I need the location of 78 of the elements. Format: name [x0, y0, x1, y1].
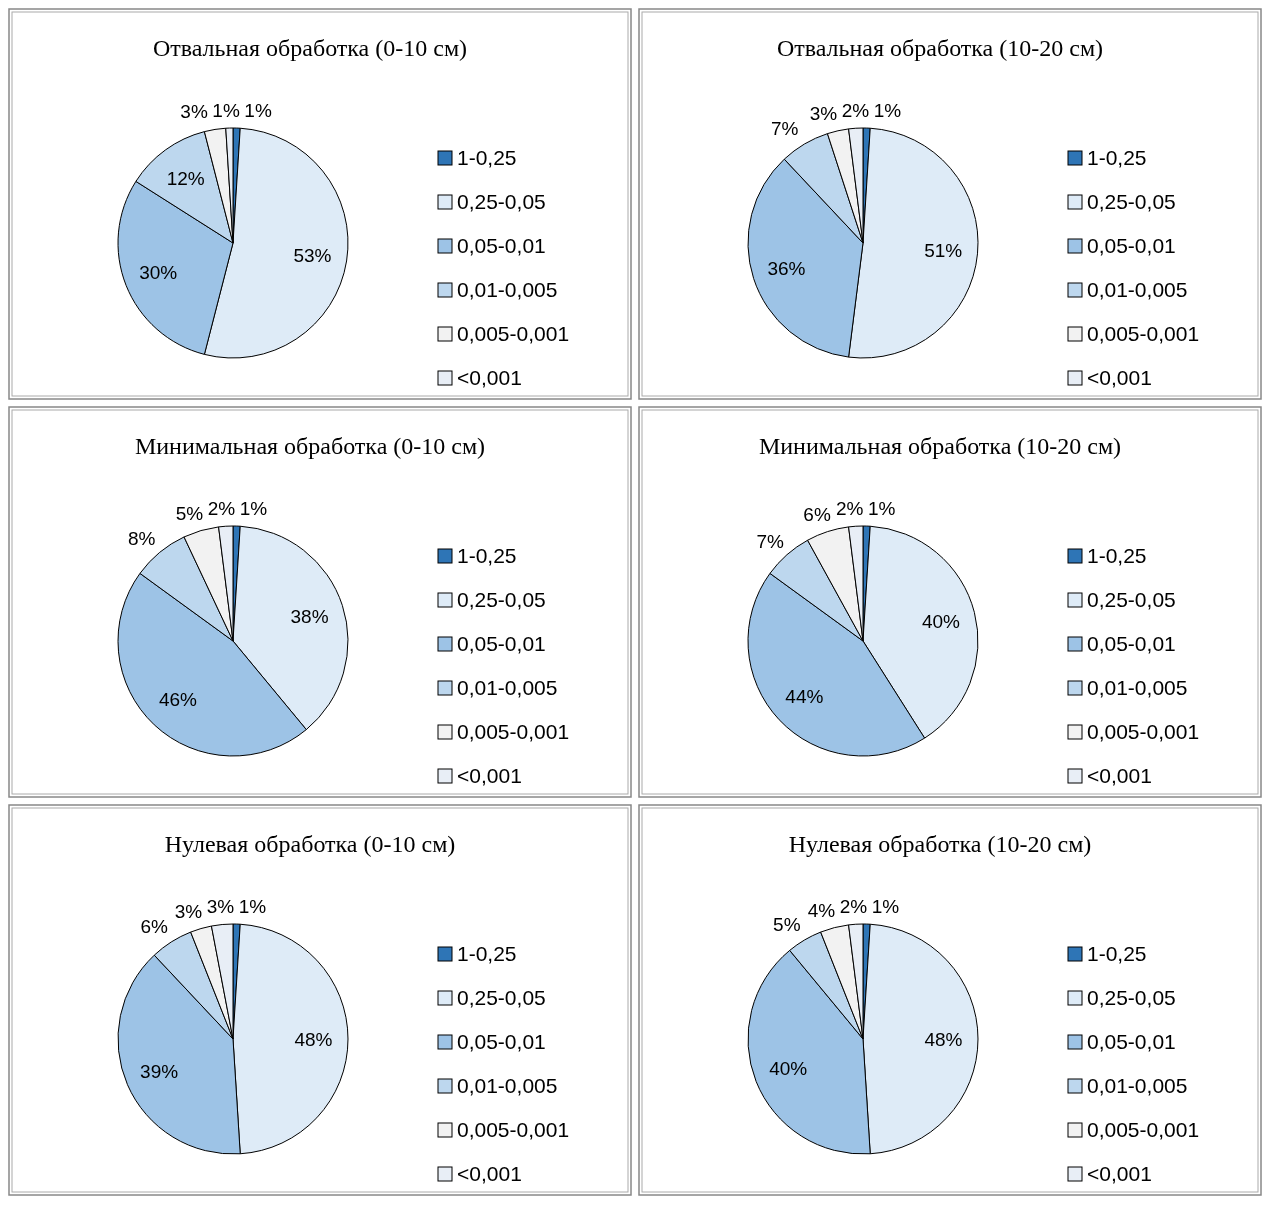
data-label: 2%	[841, 99, 870, 121]
data-label: 39%	[140, 1060, 179, 1082]
data-label: 2%	[207, 497, 236, 519]
data-label: 1%	[868, 497, 896, 519]
legend-label: 0,01-0,005	[457, 676, 558, 700]
legend-label: 1-0,25	[1087, 146, 1147, 170]
legend-label: 0,01-0,005	[1087, 1074, 1188, 1098]
data-label: 1%	[212, 99, 240, 121]
legend-label: <0,001	[457, 1162, 522, 1186]
data-label: 3%	[206, 896, 235, 918]
legend-label: 0,05-0,01	[1087, 632, 1176, 656]
legend-label: 0,005-0,001	[457, 1118, 570, 1142]
data-label: 4%	[807, 899, 836, 921]
data-label: 53%	[293, 245, 332, 267]
legend-label: 0,25-0,05	[457, 190, 546, 214]
legend-label: 1-0,25	[457, 146, 517, 170]
data-label: 1%	[871, 895, 900, 917]
data-label: 8%	[128, 528, 156, 550]
legend-label: 1-0,25	[1087, 544, 1147, 568]
legend-label: 0,05-0,01	[457, 1030, 546, 1054]
legend-label: 0,01-0,005	[1087, 676, 1188, 700]
legend-label: 0,25-0,05	[1087, 190, 1176, 214]
data-label: 51%	[924, 240, 963, 262]
data-label: 2%	[836, 497, 864, 519]
legend-label: 0,05-0,01	[457, 632, 546, 656]
data-label: 3%	[809, 102, 838, 124]
data-label: 44%	[785, 685, 824, 707]
data-label: 3%	[180, 101, 208, 123]
legend-label: 0,005-0,001	[1087, 1118, 1200, 1142]
chart-title: Отвальная обработка (0-10 см)	[152, 35, 468, 61]
legend-label: 0,25-0,05	[457, 588, 546, 612]
data-label: 48%	[294, 1028, 333, 1050]
data-label: 1%	[873, 99, 902, 121]
legend-label: 1-0,25	[1087, 942, 1147, 966]
legend-label: <0,001	[1087, 1162, 1152, 1186]
legend-label: <0,001	[1087, 366, 1152, 390]
data-label: 36%	[767, 257, 806, 279]
legend-label: 0,005-0,001	[457, 322, 570, 346]
data-label: 38%	[290, 605, 329, 627]
legend-label: 0,25-0,05	[1087, 588, 1176, 612]
data-label: 48%	[924, 1028, 963, 1050]
chart-title: Отвальная обработка (10-20 см)	[776, 35, 1104, 61]
chart-title: Нулевая обработка (10-20 см)	[788, 831, 1092, 857]
chart-title: Минимальная обработка (10-20 см)	[758, 433, 1122, 459]
legend-label: <0,001	[457, 764, 522, 788]
legend-label: 0,01-0,005	[457, 1074, 558, 1098]
legend-label: <0,001	[1087, 764, 1152, 788]
data-label: 40%	[921, 610, 961, 632]
legend-label: 0,05-0,01	[1087, 234, 1176, 258]
legend-label: 0,25-0,05	[457, 986, 546, 1010]
legend-label: 0,05-0,01	[457, 234, 546, 258]
data-label: 30%	[139, 262, 178, 284]
legend-label: 1-0,25	[457, 544, 517, 568]
legend-label: 0,005-0,001	[1087, 322, 1200, 346]
data-label: 1%	[244, 99, 272, 121]
legend-label: <0,001	[457, 366, 522, 390]
legend-label: 0,05-0,01	[1087, 1030, 1176, 1054]
chart-title: Нулевая обработка (0-10 см)	[164, 831, 456, 857]
legend-label: 0,005-0,001	[457, 720, 570, 744]
data-label: 6%	[803, 504, 831, 526]
legend-label: 0,005-0,001	[1087, 720, 1200, 744]
data-label: 46%	[158, 689, 198, 711]
data-label: 1%	[238, 895, 267, 917]
data-label: 7%	[771, 118, 799, 140]
data-label: 40%	[769, 1058, 808, 1080]
data-label: 5%	[175, 502, 204, 524]
legend-label: 0,01-0,005	[1087, 278, 1188, 302]
data-label: 6%	[140, 916, 169, 938]
data-label: 1%	[239, 497, 268, 519]
data-label: 2%	[839, 895, 868, 917]
chart-title: Минимальная обработка (0-10 см)	[134, 433, 486, 459]
legend-label: 1-0,25	[457, 942, 517, 966]
data-label: 5%	[773, 914, 801, 936]
legend-label: 0,01-0,005	[457, 278, 558, 302]
data-label: 3%	[174, 900, 203, 922]
data-label: 7%	[756, 530, 785, 552]
legend-label: 0,25-0,05	[1087, 986, 1176, 1010]
data-label: 12%	[166, 167, 205, 189]
